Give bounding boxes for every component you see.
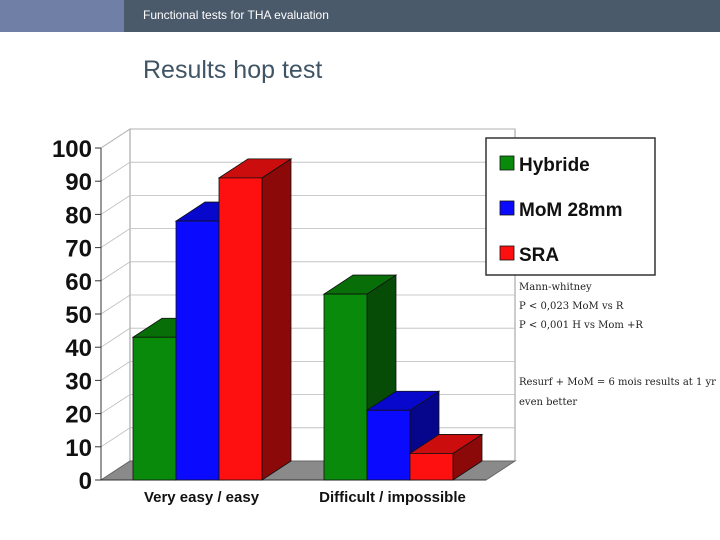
legend-label: SRA [519, 245, 559, 266]
y-tick-label: 20 [65, 402, 92, 429]
bar-front [409, 453, 454, 481]
bar-front [132, 336, 177, 481]
legend-swatch [499, 200, 515, 216]
legend-label: MoM 28mm [519, 200, 622, 221]
legend-swatch [499, 245, 515, 261]
gridline [100, 161, 515, 182]
gridline [100, 261, 515, 282]
note-p-value-2: P < 0,001 H vs Mom +R [519, 320, 643, 331]
y-tick-label: 0 [79, 468, 92, 495]
legend-swatch [499, 155, 515, 171]
note-test-name: Mann-whitney [519, 282, 592, 293]
slide-title: Results hop test [143, 56, 323, 84]
header-bar: Functional tests for THA evaluation [0, 0, 720, 32]
bar-front [218, 177, 263, 481]
bar-front [366, 409, 411, 481]
bar-sra-0 [217, 158, 293, 481]
x-category-label: Very easy / easy [144, 489, 260, 506]
gridline [100, 228, 515, 248]
y-tick-label: 50 [65, 302, 92, 329]
y-tick-label: 30 [65, 368, 92, 395]
note-p-value-1: P < 0,023 MoM vs R [519, 301, 624, 312]
bar-front [175, 220, 220, 481]
bar-sra-1 [408, 433, 484, 481]
gridline [100, 128, 515, 149]
y-tick-label: 70 [65, 236, 92, 263]
y-tick-label: 60 [65, 269, 92, 296]
gridline [100, 194, 515, 215]
y-tick-label: 40 [65, 335, 92, 362]
legend-label: Hybride [519, 155, 590, 176]
y-tick-label: 10 [65, 435, 92, 462]
header-title: Functional tests for THA evaluation [143, 8, 329, 22]
note-better: even better [519, 397, 578, 408]
y-tick-label: 100 [52, 136, 92, 163]
y-tick-label: 80 [65, 202, 92, 229]
x-category-label: Difficult / impossible [319, 489, 466, 506]
header-accent-block [0, 0, 124, 32]
bar-side [261, 158, 292, 481]
bar-front [323, 293, 368, 481]
note-resurf: Resurf + MoM = 6 mois results at 1 yr [519, 377, 716, 388]
y-tick-label: 90 [65, 169, 92, 196]
